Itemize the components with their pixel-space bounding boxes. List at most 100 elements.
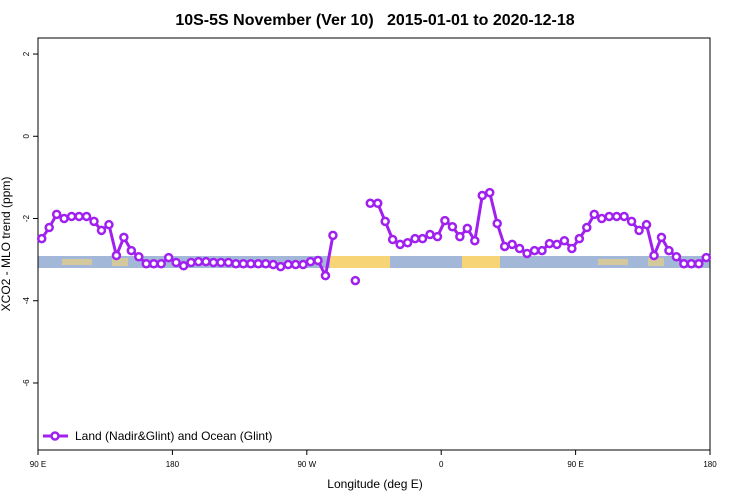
point — [380, 216, 390, 227]
land-band — [62, 259, 92, 265]
point — [604, 211, 614, 222]
point — [365, 198, 376, 209]
point — [305, 256, 316, 267]
point — [470, 235, 480, 246]
point — [417, 233, 428, 244]
point — [216, 257, 226, 268]
point — [163, 252, 174, 263]
point — [126, 245, 137, 256]
point — [656, 232, 667, 243]
point — [246, 258, 256, 269]
point — [231, 258, 241, 269]
point — [111, 250, 122, 261]
y-tick-label: -2 — [22, 214, 31, 222]
x-tick-label: 0 — [439, 460, 444, 469]
point — [589, 209, 600, 220]
legend-marker — [50, 431, 60, 441]
point — [89, 216, 99, 227]
plot-frame — [37, 37, 711, 451]
point — [36, 233, 47, 244]
land-band — [112, 258, 128, 266]
point — [552, 239, 562, 250]
y-tick-label: 0 — [22, 133, 31, 138]
point — [66, 211, 77, 222]
point — [611, 211, 622, 222]
point — [694, 258, 704, 269]
y-axis-label: XCO2 - MLO trend (ppm) — [0, 177, 13, 312]
point — [51, 209, 62, 220]
point — [201, 256, 211, 267]
point — [44, 222, 54, 233]
point — [671, 251, 682, 262]
point — [59, 213, 69, 224]
point — [514, 243, 525, 254]
point — [477, 190, 488, 201]
point — [529, 245, 540, 256]
point — [141, 258, 152, 269]
point — [544, 238, 555, 249]
point — [320, 270, 331, 281]
point — [686, 258, 697, 269]
point — [350, 275, 361, 286]
point — [596, 213, 607, 224]
point — [626, 216, 637, 227]
point — [425, 229, 435, 240]
point — [432, 231, 443, 242]
point — [268, 259, 278, 270]
point — [410, 233, 420, 244]
point — [507, 239, 517, 250]
point — [440, 215, 450, 226]
legend-label: Land (Nadir&Glint) and Ocean (Glint) — [75, 429, 272, 443]
point — [238, 258, 249, 269]
point — [74, 211, 84, 222]
point — [313, 255, 323, 266]
land-band — [330, 256, 390, 268]
point — [148, 258, 159, 269]
point — [522, 248, 532, 259]
x-axis-label: Longitude (deg E) — [327, 477, 422, 491]
point — [499, 241, 510, 252]
x-tick-label: 180 — [166, 460, 180, 469]
land-band — [462, 256, 500, 268]
point — [567, 243, 577, 254]
point — [104, 219, 114, 230]
point — [208, 257, 219, 268]
point — [171, 257, 181, 268]
y-tick-label: -6 — [22, 379, 31, 387]
point — [119, 232, 129, 243]
point — [701, 252, 712, 263]
point — [402, 238, 413, 248]
point — [455, 231, 465, 242]
point — [484, 187, 495, 198]
point — [275, 261, 286, 272]
point — [395, 239, 405, 250]
point — [186, 257, 196, 268]
point — [679, 258, 689, 269]
y-tick-label: 2 — [22, 51, 31, 56]
point — [492, 218, 502, 229]
point — [372, 198, 383, 209]
point — [634, 225, 644, 236]
point — [283, 259, 293, 270]
point — [193, 256, 204, 267]
point — [649, 250, 659, 261]
point — [387, 234, 398, 245]
point — [619, 211, 629, 222]
point — [223, 257, 234, 268]
point — [447, 221, 458, 232]
point — [178, 261, 189, 271]
point — [462, 223, 473, 234]
point — [582, 222, 592, 233]
x-tick-label: 90 E — [30, 460, 46, 469]
point — [641, 219, 652, 230]
point — [574, 233, 585, 244]
point — [260, 258, 271, 269]
point — [134, 251, 144, 262]
point — [96, 225, 107, 236]
chart-title: 10S-5S November (Ver 10) 2015-01-01 to 2… — [175, 12, 574, 29]
land-band — [648, 258, 664, 266]
y-tick-label: -4 — [22, 297, 31, 305]
point — [664, 245, 674, 256]
